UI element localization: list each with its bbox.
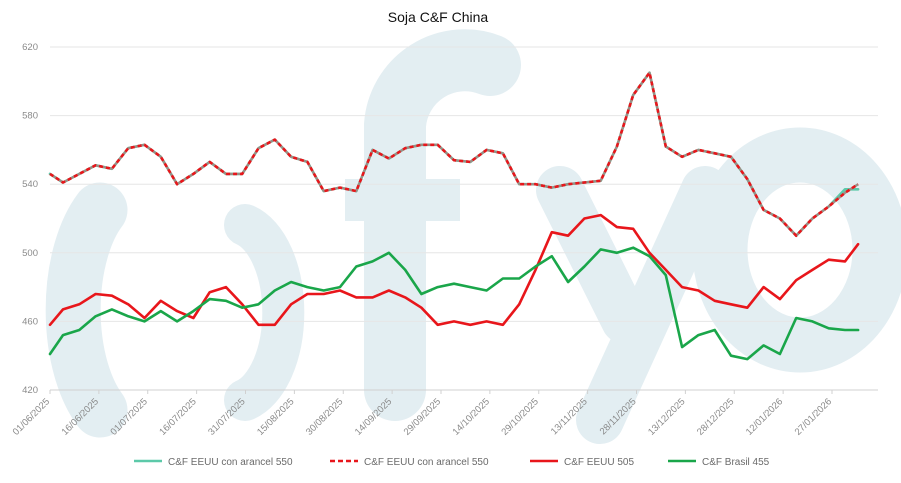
x-tick-label: 27/01/2026 — [793, 396, 834, 437]
y-axis: 420 460 500 540 580 620 — [22, 42, 38, 396]
series-line-2 — [49, 71, 859, 237]
x-tick-label: 16/07/2025 — [157, 396, 198, 437]
series-line-4 — [48, 246, 860, 361]
legend-label: C&F Brasil 455 — [702, 457, 770, 468]
legend: C&F EEUU con arancel 550 C&F EEUU con ara… — [134, 457, 770, 468]
x-tick-label: 30/08/2025 — [304, 396, 345, 437]
x-tick-label: 29/10/2025 — [499, 396, 540, 437]
x-tick-label: 01/06/2025 — [11, 396, 52, 437]
y-tick-label: 460 — [22, 316, 38, 327]
legend-label: C&F EEUU con arancel 550 — [168, 457, 293, 468]
y-tick-label: 420 — [22, 385, 38, 396]
y-tick-label: 620 — [22, 42, 38, 53]
y-tick-label: 580 — [22, 111, 38, 122]
y-tick-label: 540 — [22, 179, 38, 190]
fyo-logo-icon — [45, 29, 901, 444]
legend-label: C&F EEUU 505 — [564, 457, 634, 468]
legend-label: C&F EEUU con arancel 550 — [364, 457, 489, 468]
chart-title: Soja C&F China — [388, 9, 489, 25]
series-line-3 — [48, 213, 860, 327]
x-tick-label: 28/12/2025 — [695, 396, 736, 437]
x-tick-label: 13/12/2025 — [646, 396, 687, 437]
y-tick-label: 500 — [22, 248, 38, 259]
x-tick-label: 14/10/2025 — [451, 396, 492, 437]
x-axis: 01/06/2025 16/06/2025 01/07/2025 16/07/2025… — [11, 389, 878, 438]
x-tick-label: 12/01/2026 — [744, 396, 785, 437]
plot-area — [48, 71, 860, 361]
